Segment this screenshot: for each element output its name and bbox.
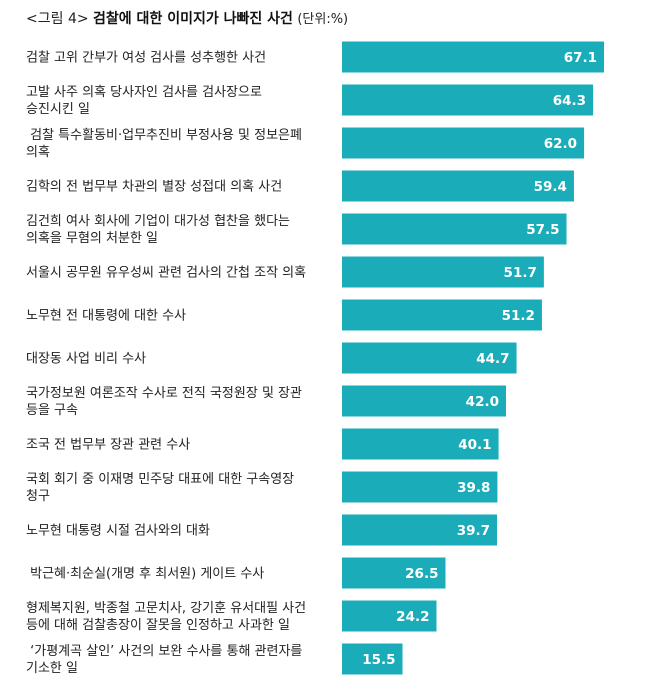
value-label: 42.0: [466, 394, 499, 410]
value-label: 62.0: [544, 136, 577, 152]
bar: [342, 213, 567, 245]
value-label: 57.5: [526, 222, 559, 238]
figure-number: <그림 4>: [26, 11, 89, 27]
category-label: 검찰 고위 간부가 여성 검사를 성추행한 사건: [26, 50, 266, 66]
value-label: 15.5: [362, 652, 395, 668]
category-label: 대장동 사업 비리 수사: [26, 352, 146, 367]
category-label: 노무현 대통령 시절 검사와의 대화: [26, 524, 210, 539]
category-label: 검찰 특수활동비·업무추진비 부정사용 및 정보은폐 의혹: [26, 128, 302, 160]
bar: [342, 342, 517, 374]
category-label: ‘가평계곡 살인’ 사건의 보완 수사를 통해 관련자를 기소한 일: [26, 644, 302, 676]
bar: [342, 170, 574, 202]
value-label: 64.3: [553, 93, 586, 109]
title-text: 검찰에 대한 이미지가 나빠진 사건: [93, 11, 293, 27]
value-label: 51.7: [504, 265, 537, 281]
value-label: 40.1: [458, 437, 491, 453]
value-label: 51.2: [502, 308, 535, 324]
bar: [342, 600, 437, 632]
value-label: 39.7: [457, 523, 490, 539]
bar: [342, 643, 403, 675]
category-label: 고발 사주 의혹 당사자인 검사를 검사장으로 승진시킨 일: [26, 85, 262, 117]
unit-label: (단위:%): [297, 12, 349, 27]
bar: [342, 299, 542, 331]
category-label: 노무현 전 대통령에 대한 수사: [26, 309, 186, 324]
value-label: 44.7: [476, 351, 509, 367]
bar: [342, 256, 544, 288]
category-label: 국가정보원 여론조작 수사로 전직 국정원장 및 장관 등을 구속: [26, 386, 302, 418]
category-label: 김건희 여사 회사에 기업이 대가성 협찬을 했다는 의혹을 무혐의 처분한 일: [26, 213, 290, 246]
category-label: 형제복지원, 박종철 고문치사, 강기훈 유서대필 사건 등에 대해 검찰총장이 …: [26, 601, 306, 633]
bar: [342, 41, 604, 73]
bar: [342, 127, 585, 159]
bar: [342, 557, 446, 589]
category-label: 조국 전 법무부 장관 관련 수사: [26, 438, 190, 453]
bar: [342, 84, 594, 116]
category-label: 서울시 공무원 유우성씨 관련 검사의 간첩 조작 의혹: [26, 266, 306, 281]
bar: [342, 385, 506, 417]
chart-title: <그림 4> 검찰에 대한 이미지가 나빠진 사건 (단위:%): [26, 8, 348, 28]
value-label: 67.1: [564, 50, 597, 66]
category-label: 김학의 전 법무부 차관의 별장 성접대 의혹 사건: [26, 180, 282, 195]
bar: [342, 514, 498, 546]
value-label: 24.2: [396, 609, 429, 625]
category-label: 박근혜·최순실(개명 후 최서원) 게이트 수사: [26, 567, 264, 582]
value-label: 26.5: [405, 566, 438, 582]
category-label: 국회 회기 중 이재명 민주당 대표에 대한 구속영장 청구: [26, 472, 294, 504]
value-label: 59.4: [534, 179, 567, 195]
bar: [342, 428, 499, 460]
bar: [342, 471, 498, 503]
value-label: 39.8: [457, 480, 490, 496]
